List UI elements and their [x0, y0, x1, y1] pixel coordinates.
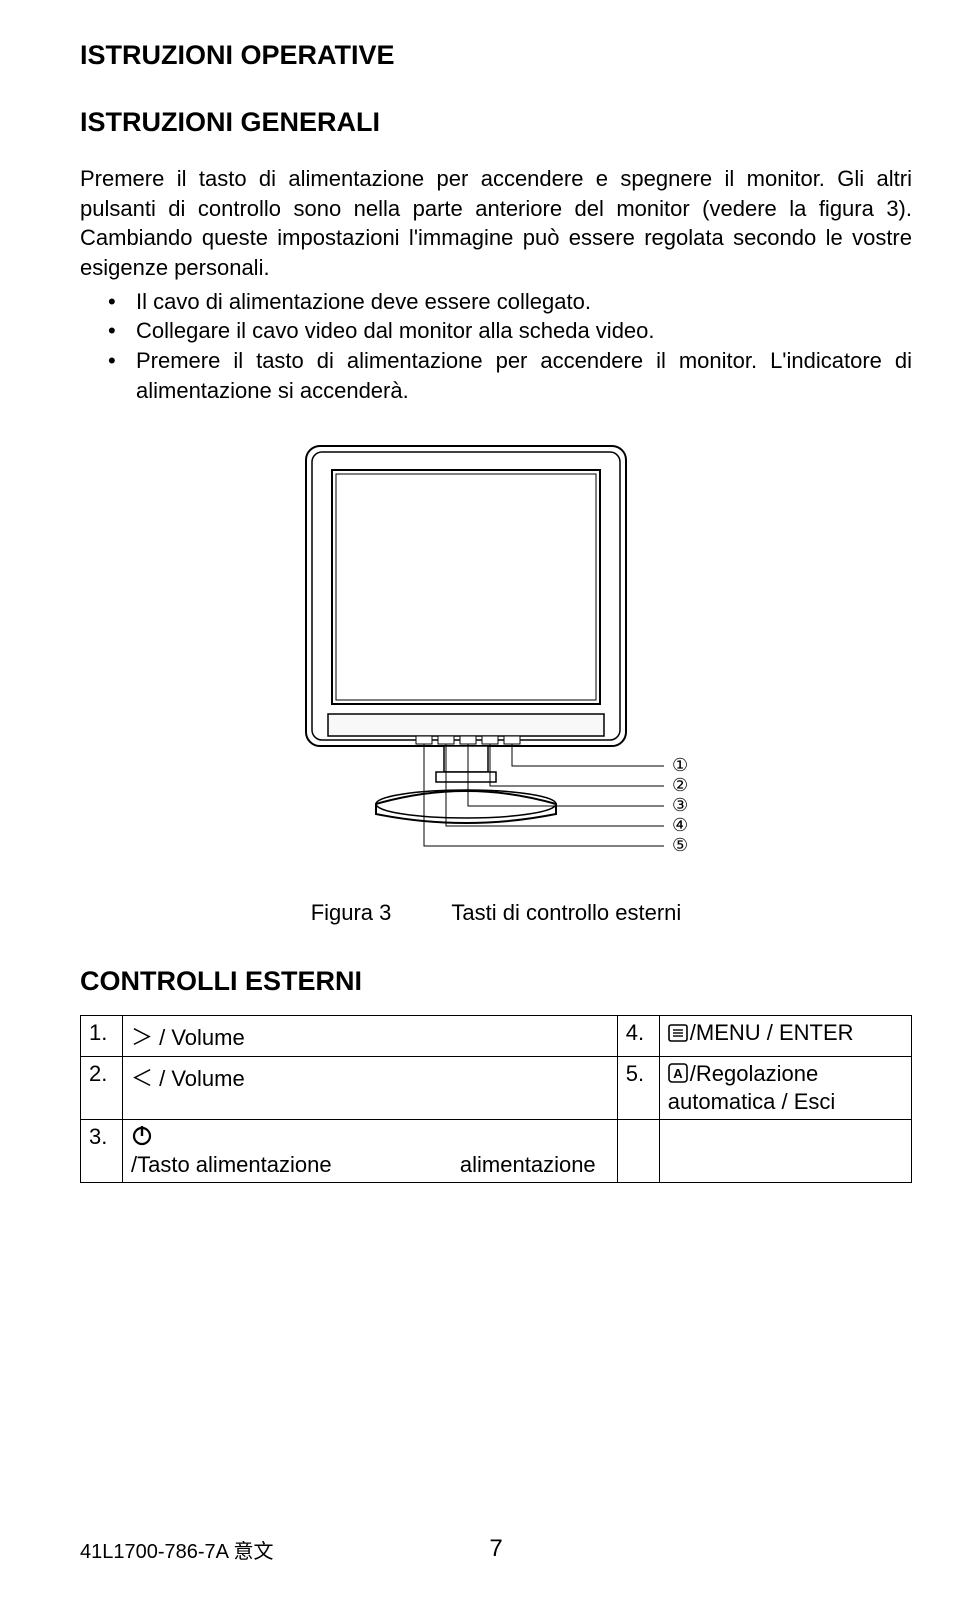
figure-caption: Figura 3 Tasti di controllo esterni — [80, 900, 912, 926]
cell-left: ＞ / Volume — [123, 1015, 618, 1056]
figure-monitor: ① ② ③ ④ ⑤ — [80, 436, 912, 876]
list-item: • Il cavo di alimentazione deve essere c… — [108, 287, 912, 317]
svg-text:②: ② — [672, 775, 688, 795]
svg-text:④: ④ — [672, 815, 688, 835]
intro-paragraph: Premere il tasto di alimentazione per ac… — [80, 164, 912, 283]
menu-icon — [668, 1022, 688, 1048]
cell-left-text: /Tasto alimentazione alimentazione — [131, 1152, 596, 1177]
bullet-text: Collegare il cavo video dal monitor alla… — [136, 316, 912, 346]
bullet-icon: • — [108, 346, 136, 405]
controls-table: 1. ＞ / Volume 4. /MENU / ENTER 2. ＜ / Vo… — [80, 1015, 912, 1183]
monitor-diagram-icon: ① ② ③ ④ ⑤ — [266, 436, 726, 876]
cell-left: ＜ / Volume — [123, 1056, 618, 1119]
cell-num — [617, 1119, 659, 1182]
figure-caption-text: Tasti di controllo esterni — [451, 900, 681, 926]
cell-num: 1. — [81, 1015, 123, 1056]
table-row: 1. ＞ / Volume 4. /MENU / ENTER — [81, 1015, 912, 1056]
cell-right: A /Regolazione automatica / Esci — [659, 1056, 911, 1119]
svg-text:①: ① — [672, 755, 688, 775]
cell-num: 3. — [81, 1119, 123, 1182]
svg-text:③: ③ — [672, 795, 688, 815]
section-heading-controls: CONTROLLI ESTERNI — [80, 966, 912, 997]
list-item: • Premere il tasto di alimentazione per … — [108, 346, 912, 405]
cell-num: 2. — [81, 1056, 123, 1119]
cell-right — [659, 1119, 911, 1182]
bullet-icon: • — [108, 316, 136, 346]
footer-page-number: 7 — [80, 1535, 912, 1563]
cell-num: 5. — [617, 1056, 659, 1119]
bullet-icon: • — [108, 287, 136, 317]
figure-label: Figura 3 — [311, 900, 392, 926]
bullet-list: • Il cavo di alimentazione deve essere c… — [80, 287, 912, 406]
cell-num: 4. — [617, 1015, 659, 1056]
cell-right-text: /Regolazione automatica / Esci — [668, 1061, 836, 1114]
cell-left: /Tasto alimentazione alimentazione — [123, 1119, 618, 1182]
auto-icon: A — [668, 1063, 688, 1089]
table-row: 3. /Tasto alimentazione alimentazione — [81, 1119, 912, 1182]
section-heading-general: ISTRUZIONI GENERALI — [80, 107, 912, 138]
cell-right: /MENU / ENTER — [659, 1015, 911, 1056]
svg-text:A: A — [673, 1066, 683, 1081]
table-row: 2. ＜ / Volume 5. A /Regolazione automati… — [81, 1056, 912, 1119]
svg-text:⑤: ⑤ — [672, 835, 688, 855]
bullet-text: Il cavo di alimentazione deve essere col… — [136, 287, 912, 317]
cell-right-text: /MENU / ENTER — [690, 1020, 854, 1045]
bullet-text: Premere il tasto di alimentazione per ac… — [136, 346, 912, 405]
page-title: ISTRUZIONI OPERATIVE — [80, 40, 912, 71]
page-footer: 41L1700-786-7A 意文 7 — [80, 1535, 912, 1564]
list-item: • Collegare il cavo video dal monitor al… — [108, 316, 912, 346]
power-icon — [131, 1124, 153, 1152]
